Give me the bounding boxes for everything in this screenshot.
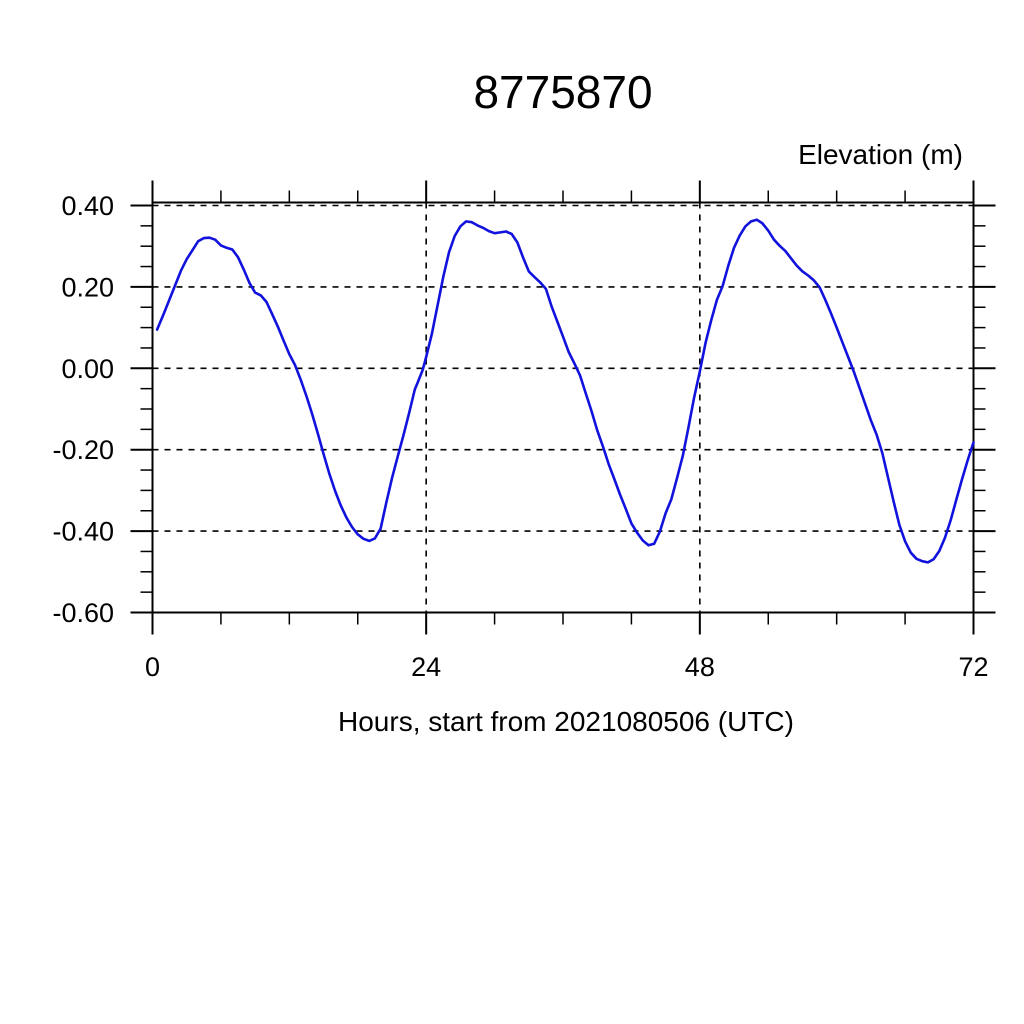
y-tick-label: 0.20 [61, 272, 114, 302]
x-tick-label: 24 [411, 652, 441, 682]
tick-labels: 0 24 48 72 0.40 0.20 0.00 -0.20 -0.40 -0.60 [52, 191, 988, 682]
y-tick-label: 0.40 [61, 191, 114, 221]
x-axis-caption: Hours, start from 2021080506 (UTC) [338, 706, 794, 737]
plot-frame [151, 201, 975, 614]
axis-ticks [130, 180, 996, 635]
y-tick-label: 0.00 [61, 354, 114, 384]
chart-title: 8775870 [473, 66, 652, 118]
y-tick-label: -0.60 [52, 598, 114, 628]
elevation-series [155, 218, 975, 564]
x-tick-label: 48 [685, 652, 715, 682]
gridlines [152, 202, 974, 614]
x-tick-label: 72 [958, 652, 988, 682]
axes-frame [151, 201, 975, 614]
x-tick-label: 0 [145, 652, 160, 682]
elevation-curve [155, 218, 975, 564]
y-axis-unit-label: Elevation (m) [798, 139, 963, 170]
y-tick-label: -0.40 [52, 517, 114, 547]
y-tick-label: -0.20 [52, 435, 114, 465]
